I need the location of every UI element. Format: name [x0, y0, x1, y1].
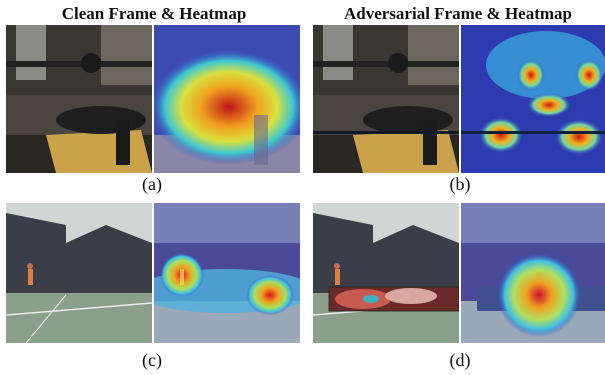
clean-gym-frame — [6, 25, 152, 173]
caption-b: (b) — [449, 174, 471, 194]
clean-tennis-heatmap — [154, 203, 300, 343]
caption-c: (c) — [142, 350, 162, 370]
adversarial-column-header: Adversarial Frame & Heatmap — [343, 4, 573, 23]
caption-a: (a) — [142, 174, 162, 194]
adversarial-gym-heatmap — [461, 25, 605, 173]
adversarial-tennis-heatmap — [461, 203, 605, 343]
adversarial-gym-frame — [313, 25, 459, 173]
caption-d: (d) — [449, 350, 471, 370]
clean-column-header: Clean Frame & Heatmap — [61, 4, 247, 23]
clean-tennis-frame — [6, 203, 152, 343]
clean-gym-heatmap — [154, 25, 300, 173]
adversarial-tennis-frame — [313, 203, 459, 343]
